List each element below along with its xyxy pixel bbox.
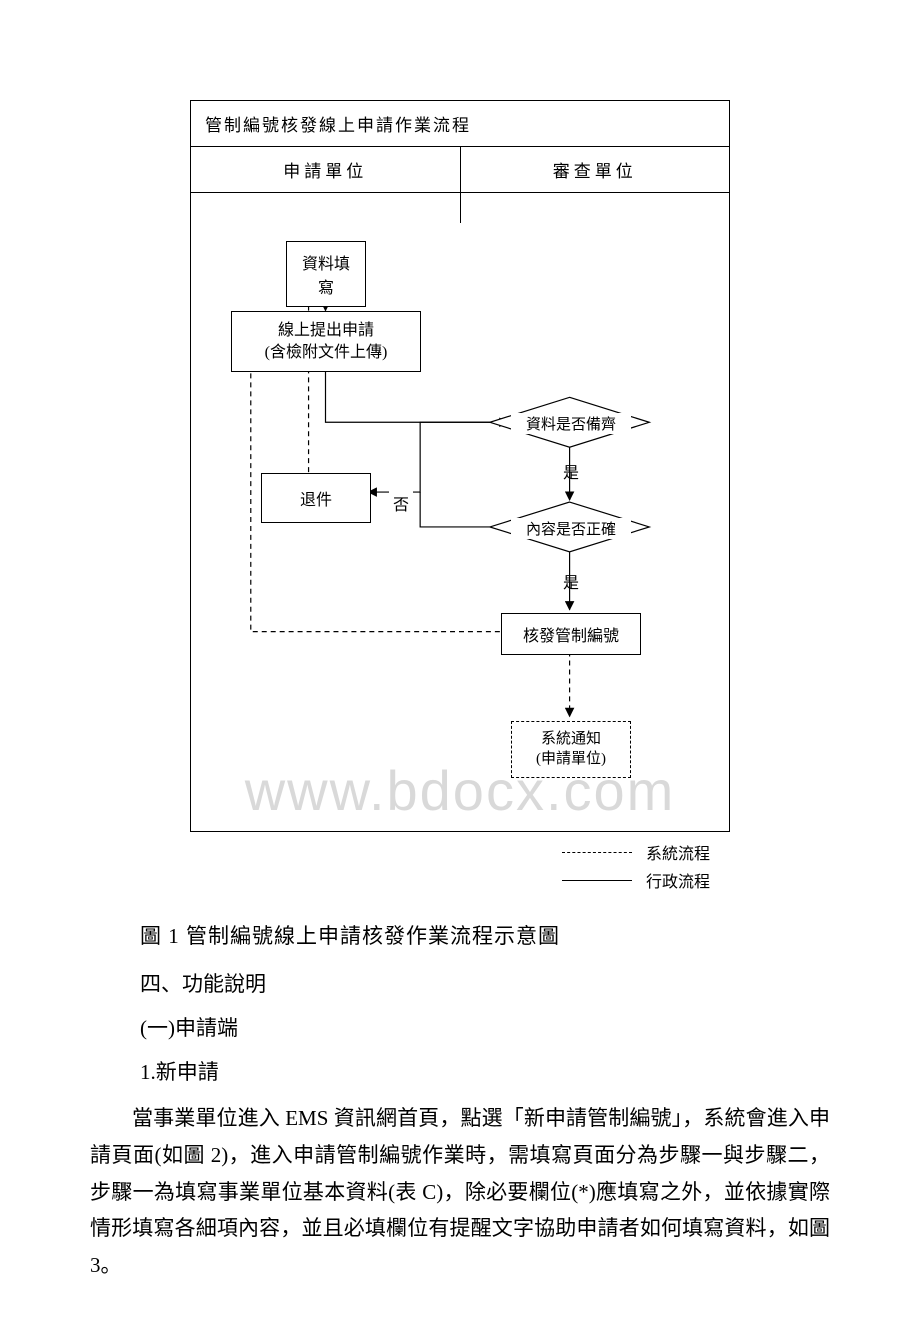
legend-solid-label: 行政流程	[646, 868, 710, 892]
edge-label-yes1: 是	[561, 459, 581, 483]
node-fill-data: 資料填寫	[286, 241, 366, 307]
figure-caption: 圖 1 管制編號線上申請核發作業流程示意圖	[140, 920, 830, 950]
flowchart-title: 管制編號核發線上申請作業流程	[190, 100, 730, 146]
legend-row-solid: 行政流程	[190, 866, 730, 894]
flowchart-column-headers: 申請單位 審查單位	[190, 146, 730, 192]
node-issue: 核發管制編號	[501, 613, 641, 655]
node-submit: 線上提出申請 (含檢附文件上傳)	[231, 311, 421, 372]
heading-four: 四、功能說明	[140, 968, 830, 998]
legend-dashed-line-icon	[562, 852, 632, 853]
legend-row-dashed: 系統流程	[190, 838, 730, 866]
node-decision-correct: 內容是否正確	[511, 518, 631, 539]
col-header-left: 申請單位	[191, 147, 461, 192]
flowchart-container: 管制編號核發線上申請作業流程 申請單位 審查單位	[190, 100, 730, 894]
edge-label-no: 否	[389, 491, 413, 515]
legend-dashed-label: 系統流程	[646, 840, 710, 864]
edge-label-yes2: 是	[561, 569, 581, 593]
page: 管制編號核發線上申請作業流程 申請單位 審查單位	[0, 0, 920, 1344]
heading-1: 1.新申請	[140, 1056, 830, 1086]
body-paragraph: 當事業單位進入 EMS 資訊網首頁，點選「新申請管制編號」，系統會進入申請頁面(…	[90, 1100, 830, 1284]
node-reject: 退件	[261, 473, 371, 523]
heading-one: (一)申請端	[140, 1012, 830, 1042]
legend-solid-line-icon	[562, 880, 632, 881]
flowchart-body: 資料填寫 線上提出申請 (含檢附文件上傳) 資料是否備齊 退件 內容是否正確 核…	[190, 192, 730, 832]
node-notify: 系統通知 (申請單位)	[511, 721, 631, 778]
col-header-right: 審查單位	[461, 147, 730, 192]
flowchart-legend: 系統流程 行政流程	[190, 838, 730, 894]
node-decision-complete: 資料是否備齊	[511, 413, 631, 434]
